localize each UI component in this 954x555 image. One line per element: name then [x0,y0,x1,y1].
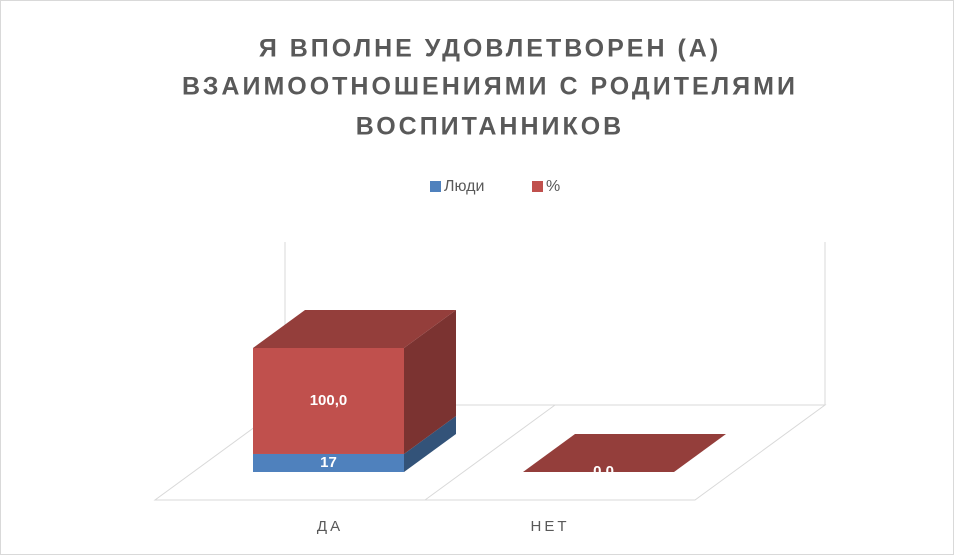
bar-front [253,453,404,472]
legend-label: Люди [444,178,484,195]
divider [424,404,556,501]
chart-title: Я ВПОЛНЕ УДОВЛЕТВОРЕН (А) [259,35,721,63]
legend-swatch [430,181,441,192]
bar [253,309,456,454]
bar-side [404,415,456,472]
x-tick-label: ДА [317,518,343,535]
bar [523,434,726,472]
data-label: 100,0 [310,392,348,409]
bar-top [253,309,456,348]
chart-title: ВЗАИМООТНОШЕНИЯМИ С РОДИТЕЛЯМИ [182,73,798,101]
legend-label: % [546,178,560,195]
bar [253,415,456,472]
bar-top [523,434,726,472]
data-label: 17 [320,454,337,471]
bar-front [253,347,404,454]
chart-title: ВОСПИТАННИКОВ [356,113,624,141]
legend-swatch [532,181,543,192]
x-tick-label: НЕТ [531,518,570,535]
data-label: 0,0 [593,463,614,480]
bar-side [404,309,456,454]
